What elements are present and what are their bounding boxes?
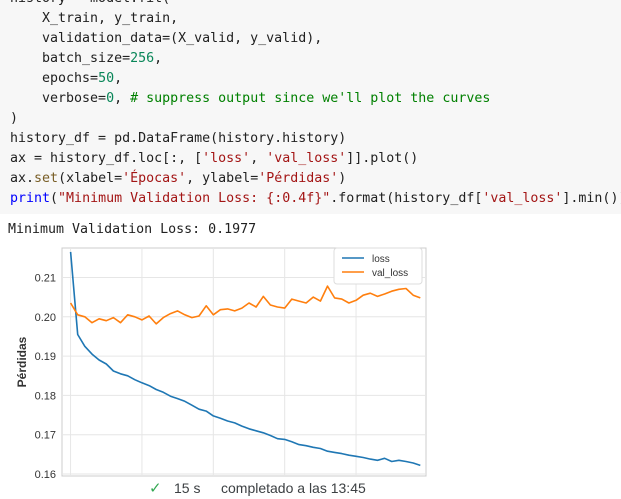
- code-token: (xlabel=: [58, 171, 123, 186]
- code-token: , ylabel=: [186, 171, 259, 186]
- legend-label: loss: [372, 254, 390, 265]
- loss-chart-svg: 0.21 0.20 0.19 0.18 0.17 0.16 Pérdidas loss val_…: [15, 247, 427, 481]
- code-token: ,: [114, 91, 131, 106]
- code-line: ax.set(xlabel='Épocas', ylabel='Pérdidas…: [10, 169, 346, 189]
- code-token: 256: [130, 51, 155, 66]
- code-token: 'val_loss': [266, 151, 347, 166]
- code-line: verbose=0, # suppress output since we'll…: [10, 89, 490, 109]
- code-token: .format(history_df[: [330, 191, 483, 206]
- code-token: 'loss': [202, 151, 251, 166]
- code-line: X_train, y_train,: [10, 9, 178, 29]
- y-axis-label: Pérdidas: [15, 336, 29, 387]
- code-token: 50: [98, 71, 115, 86]
- code-token: history_df = pd.DataFrame(history.histor…: [10, 131, 347, 146]
- y-tick-label: 0.16: [35, 469, 56, 478]
- code-token: ): [10, 111, 19, 126]
- code-line: print("Minimum Validation Loss: {:0.4f}"…: [10, 189, 621, 209]
- loss-chart: 0.21 0.20 0.19 0.18 0.17 0.16 Pérdidas loss val_…: [0, 240, 440, 481]
- code-token: ,: [114, 71, 123, 86]
- code-token: 0: [106, 91, 115, 106]
- code-token: validation_data=(X_valid, y_valid),: [10, 31, 323, 46]
- code-line: ): [10, 109, 18, 129]
- legend-box: [333, 247, 423, 285]
- code-token: history = model.fit(: [10, 0, 170, 6]
- y-tick-label: 0.19: [35, 351, 56, 363]
- code-cell[interactable]: history = model.fit( X_train, y_train, v…: [0, 0, 621, 214]
- code-token: # suppress output since we'll plot the c…: [130, 91, 491, 106]
- code-token: X_train, y_train,: [10, 11, 179, 26]
- code-token: ]].plot(): [346, 151, 419, 166]
- y-tick-label: 0.20: [35, 312, 56, 324]
- code-token: ): [338, 171, 347, 186]
- code-token: ].min()));: [562, 191, 621, 206]
- cell-output-text: Minimum Validation Loss: 0.1977: [8, 222, 257, 237]
- code-token: 'Pérdidas': [258, 171, 339, 186]
- code-line: ax = history_df.loc[:, ['loss', 'val_los…: [10, 149, 418, 169]
- y-tick-label: 0.17: [35, 430, 56, 442]
- plot-area: [61, 247, 427, 477]
- legend-label: val_loss: [372, 268, 408, 279]
- code-line: history_df = pd.DataFrame(history.histor…: [10, 129, 346, 149]
- code-token: ,: [250, 151, 267, 166]
- code-line: validation_data=(X_valid, y_valid),: [10, 29, 322, 49]
- series-line-val-loss: [69, 285, 421, 325]
- code-token: batch_size=: [10, 51, 131, 66]
- code-token: verbose=: [10, 91, 107, 106]
- code-token: (: [50, 191, 59, 206]
- code-line: history = model.fit(: [10, 0, 170, 9]
- y-tick-label: 0.21: [35, 272, 56, 284]
- code-token: 'val_loss': [482, 191, 563, 206]
- code-token: set: [34, 171, 59, 186]
- code-token: epochs=: [10, 71, 99, 86]
- completion-text: completado a las 13:45: [221, 480, 366, 496]
- code-token: 'Épocas': [122, 171, 187, 186]
- execution-status-bar: ✓ 15 s completado a las 13:45: [0, 478, 621, 499]
- execution-time: 15 s: [174, 480, 201, 496]
- code-token: "Minimum Validation Loss: {:0.4f}": [58, 191, 331, 206]
- check-icon: ✓: [149, 480, 162, 497]
- code-token: ,: [154, 51, 163, 66]
- series-line-loss: [69, 251, 421, 467]
- code-token: ax.: [10, 171, 35, 186]
- code-line: batch_size=256,: [10, 49, 162, 69]
- y-tick-label: 0.18: [35, 390, 56, 402]
- code-token: ax = history_df.loc[:, [: [10, 151, 203, 166]
- code-line: epochs=50,: [10, 69, 122, 89]
- code-token: print: [10, 191, 51, 206]
